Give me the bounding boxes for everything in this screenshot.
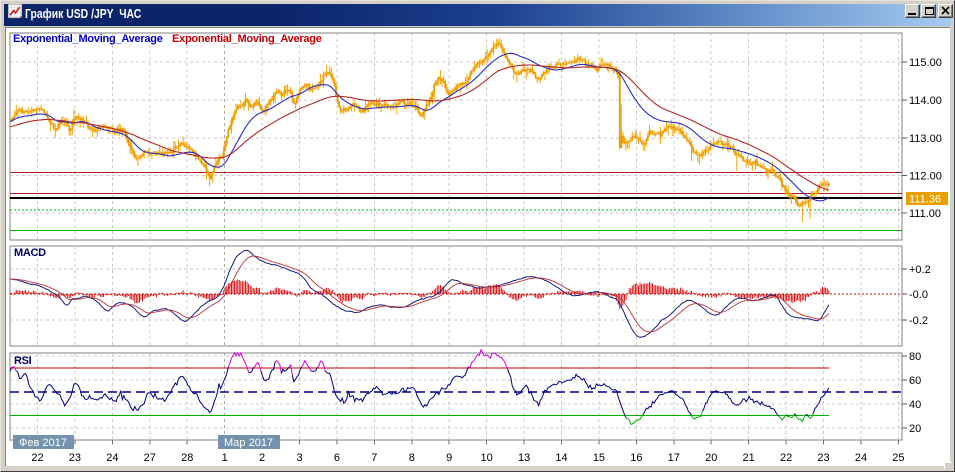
svg-text:+0.2: +0.2 — [909, 264, 931, 276]
svg-text:21: 21 — [743, 452, 755, 464]
svg-text:22: 22 — [31, 452, 43, 464]
svg-text:2: 2 — [259, 452, 265, 464]
svg-text:27: 27 — [144, 452, 156, 464]
svg-text:9: 9 — [446, 452, 452, 464]
svg-text:28: 28 — [181, 452, 193, 464]
svg-text:-0.0: -0.0 — [909, 289, 928, 301]
svg-text:20: 20 — [705, 452, 717, 464]
svg-text:23: 23 — [69, 452, 81, 464]
svg-text:80: 80 — [909, 351, 921, 363]
svg-text:114.00: 114.00 — [909, 95, 942, 107]
svg-text:-0.2: -0.2 — [909, 315, 928, 327]
svg-text:7: 7 — [371, 452, 377, 464]
svg-text:115.00: 115.00 — [909, 57, 942, 69]
svg-text:15: 15 — [593, 452, 605, 464]
svg-text:1: 1 — [222, 452, 228, 464]
svg-text:23: 23 — [817, 452, 829, 464]
svg-text:Exponential_Moving_Average: Exponential_Moving_Average — [13, 33, 163, 45]
svg-text:Фев 2017: Фев 2017 — [19, 437, 67, 449]
svg-text:13: 13 — [518, 452, 530, 464]
svg-text:MACD: MACD — [14, 247, 46, 259]
svg-text:3: 3 — [296, 452, 302, 464]
svg-text:60: 60 — [909, 375, 921, 387]
svg-text:6: 6 — [334, 452, 340, 464]
svg-text:20: 20 — [909, 423, 921, 435]
svg-text:16: 16 — [630, 452, 642, 464]
svg-text:24: 24 — [855, 452, 867, 464]
svg-text:14: 14 — [555, 452, 567, 464]
svg-text:113.00: 113.00 — [909, 133, 942, 145]
svg-text:40: 40 — [909, 399, 921, 411]
svg-text:24: 24 — [106, 452, 118, 464]
svg-text:25: 25 — [892, 452, 904, 464]
svg-text:111.36: 111.36 — [909, 194, 941, 206]
svg-text:111.00: 111.00 — [909, 208, 941, 220]
svg-text:10: 10 — [481, 452, 493, 464]
svg-text:112.00: 112.00 — [909, 171, 942, 183]
svg-text:Exponential_Moving_Average: Exponential_Moving_Average — [172, 33, 322, 45]
svg-text:22: 22 — [780, 452, 792, 464]
svg-text:17: 17 — [668, 452, 680, 464]
svg-text:8: 8 — [409, 452, 415, 464]
svg-text:Мар 2017: Мар 2017 — [224, 437, 273, 449]
svg-text:RSI: RSI — [14, 355, 32, 367]
